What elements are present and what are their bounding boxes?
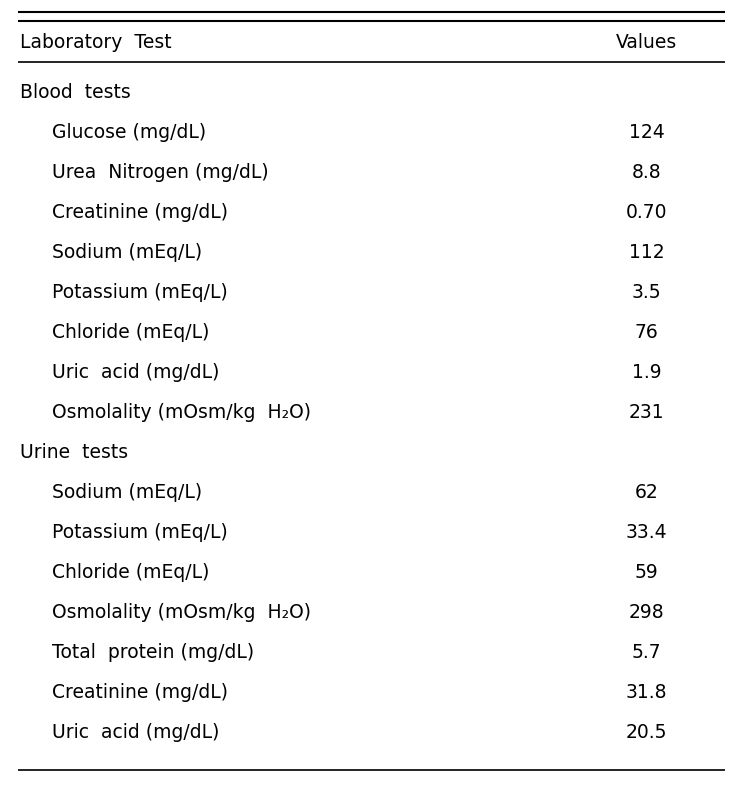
Text: 8.8: 8.8 — [632, 162, 661, 181]
Text: 59: 59 — [635, 563, 658, 582]
Text: Blood  tests: Blood tests — [20, 82, 131, 101]
Text: Uric  acid (mg/dL): Uric acid (mg/dL) — [52, 363, 219, 382]
Text: Total  protein (mg/dL): Total protein (mg/dL) — [52, 642, 254, 662]
Text: Potassium (mEq/L): Potassium (mEq/L) — [52, 523, 228, 542]
Text: Osmolality (mOsm/kg  H₂O): Osmolality (mOsm/kg H₂O) — [52, 403, 311, 422]
Text: 3.5: 3.5 — [632, 283, 661, 301]
Text: Osmolality (mOsm/kg  H₂O): Osmolality (mOsm/kg H₂O) — [52, 603, 311, 622]
Text: 0.70: 0.70 — [626, 203, 667, 221]
Text: Uric  acid (mg/dL): Uric acid (mg/dL) — [52, 722, 219, 742]
Text: Sodium (mEq/L): Sodium (mEq/L) — [52, 243, 202, 261]
Text: 31.8: 31.8 — [626, 682, 667, 702]
Text: Creatinine (mg/dL): Creatinine (mg/dL) — [52, 203, 228, 221]
Text: Chloride (mEq/L): Chloride (mEq/L) — [52, 563, 210, 582]
Text: Urea  Nitrogen (mg/dL): Urea Nitrogen (mg/dL) — [52, 162, 269, 181]
Text: 298: 298 — [629, 603, 664, 622]
Text: Laboratory  Test: Laboratory Test — [20, 32, 172, 52]
Text: 124: 124 — [629, 122, 664, 141]
Text: Potassium (mEq/L): Potassium (mEq/L) — [52, 283, 228, 301]
Text: Creatinine (mg/dL): Creatinine (mg/dL) — [52, 682, 228, 702]
Text: Glucose (mg/dL): Glucose (mg/dL) — [52, 122, 206, 141]
Text: 5.7: 5.7 — [632, 642, 661, 662]
Text: Urine  tests: Urine tests — [20, 443, 128, 462]
Text: 1.9: 1.9 — [632, 363, 661, 382]
Text: 33.4: 33.4 — [626, 523, 667, 542]
Text: Values: Values — [616, 32, 677, 52]
Text: 112: 112 — [629, 243, 664, 261]
Text: Chloride (mEq/L): Chloride (mEq/L) — [52, 323, 210, 341]
Text: 20.5: 20.5 — [626, 722, 667, 742]
Text: 76: 76 — [635, 323, 658, 341]
Text: 231: 231 — [629, 403, 664, 422]
Text: 62: 62 — [635, 483, 658, 502]
Text: Sodium (mEq/L): Sodium (mEq/L) — [52, 483, 202, 502]
